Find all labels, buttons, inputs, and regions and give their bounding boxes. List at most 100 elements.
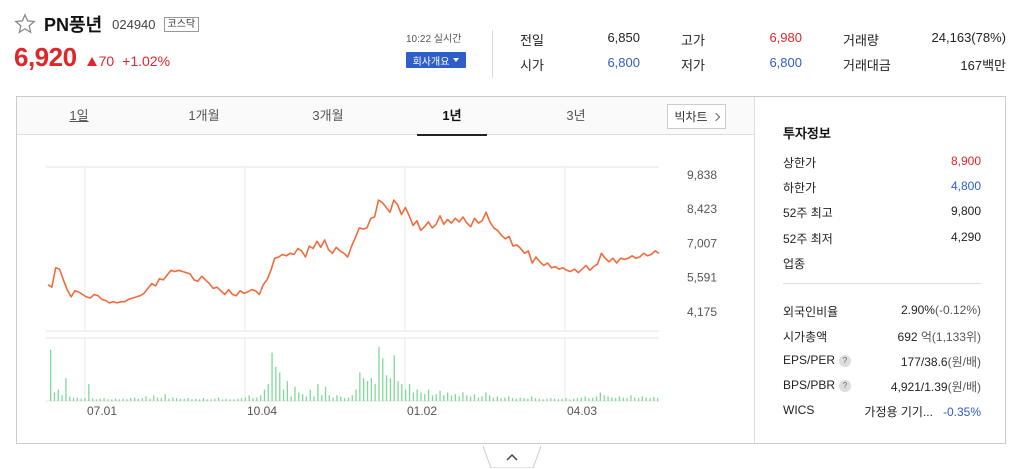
- eps-label-wrap: EPS/PER?: [783, 353, 852, 367]
- volume-bar: [321, 395, 323, 401]
- volume-bar: [240, 398, 243, 401]
- volume-bar: [141, 398, 143, 401]
- open-label: 시가: [520, 58, 544, 73]
- chart-grid: [46, 166, 659, 402]
- price-row: 6,920 70 +1.02%: [14, 42, 170, 73]
- volume-bar: [328, 395, 330, 401]
- volume-bar: [473, 394, 476, 401]
- chart-panel: 1일 1개월 3개월 1년 3년 빅차트 9,838 8,423 7,007 5,59…: [16, 96, 1006, 444]
- volume-bar: [515, 398, 517, 401]
- volume-bar: [233, 399, 235, 401]
- volume-bar: [401, 383, 403, 401]
- mcap-sub: 억(1,133위): [920, 330, 981, 344]
- help-icon[interactable]: ?: [839, 380, 852, 392]
- volume-bar: [565, 398, 567, 401]
- volume-bar: [557, 399, 559, 401]
- price-change-value: 70: [98, 53, 115, 69]
- volume-bar: [657, 398, 659, 401]
- volume-bar: [454, 394, 456, 401]
- volume-bar: [561, 398, 563, 401]
- y-tick-label: 4,175: [687, 305, 717, 319]
- low52-label: 52주 최저: [783, 232, 833, 246]
- volume-bar: [626, 398, 628, 401]
- volume-bar: [504, 397, 506, 401]
- volume-bar: [221, 399, 224, 401]
- volume-bar: [378, 346, 380, 401]
- volume-bar: [80, 398, 82, 401]
- price-line: [47, 199, 660, 304]
- wics-label: WICS: [783, 403, 815, 417]
- volume-bar: [447, 392, 449, 401]
- company-overview-button[interactable]: 회사개요: [406, 52, 466, 68]
- volume-bar: [469, 396, 472, 401]
- x-axis-labels: 07.01 10.04 01.02 04.03: [87, 404, 597, 418]
- volume-bar: [508, 396, 510, 401]
- high52-value: 9,800: [950, 204, 981, 218]
- tab-1m[interactable]: 1개월: [188, 108, 220, 123]
- volume-bar: [359, 372, 361, 401]
- volume-bar: [191, 399, 193, 401]
- volume-bar: [466, 395, 468, 401]
- volume-bar: [340, 396, 342, 401]
- volume-bar: [592, 397, 594, 401]
- upper-limit-row: 상한가 8,900: [783, 154, 981, 170]
- big-chart-label: 빅차트: [674, 110, 708, 124]
- up-arrow-icon: [86, 57, 97, 66]
- volume-bar: [481, 396, 483, 401]
- y-axis-labels: 9,838 8,423 7,007 5,591 4,175: [687, 168, 717, 319]
- help-icon[interactable]: ?: [839, 355, 852, 367]
- volume-bar: [282, 389, 285, 401]
- volume-bar: [622, 397, 624, 401]
- eps-main: 177/38.6: [900, 355, 948, 369]
- big-chart-button[interactable]: 빅차트: [667, 104, 726, 129]
- volume-bar: [405, 389, 407, 401]
- tab-1y[interactable]: 1년: [417, 97, 487, 136]
- volume-bar: [50, 349, 52, 401]
- wics-value[interactable]: 가정용 기기... -0.35%: [864, 403, 981, 420]
- volume-bar: [244, 397, 246, 401]
- high-value: 6,980: [769, 30, 802, 45]
- tab-3m[interactable]: 3개월: [312, 108, 344, 123]
- tab-3y[interactable]: 3년: [566, 108, 586, 123]
- info-title: 투자정보: [783, 126, 831, 141]
- amount-label: 거래대금: [843, 58, 891, 73]
- volume-bar: [630, 395, 632, 401]
- wics-sector[interactable]: 가정용 기기...: [864, 405, 933, 419]
- volume-bar: [137, 398, 140, 401]
- volume-bar: [248, 395, 250, 401]
- price-chart[interactable]: 9,838 8,423 7,007 5,591 4,175 07.01 10.04 01.0…: [17, 135, 754, 443]
- bps-sub: (원/배): [947, 380, 981, 394]
- volume-bar: [130, 398, 132, 401]
- bps-label-wrap: BPS/PBR?: [783, 378, 852, 392]
- volume-bar: [607, 396, 609, 401]
- volume-bar: [584, 396, 586, 401]
- volume-bar: [569, 399, 571, 401]
- collapse-toggle[interactable]: [483, 446, 541, 468]
- volume-bar: [546, 398, 548, 401]
- volume-bar: [611, 397, 613, 401]
- volume-bar: [107, 399, 109, 401]
- volume-bar: [519, 397, 521, 401]
- volume-bar: [645, 397, 647, 401]
- investment-info: 투자정보 상한가 8,900 하한가 4,800 52주 최고 9,800 52…: [754, 97, 1005, 443]
- foreign-main: 2.90%: [900, 303, 935, 317]
- volume-bar: [397, 381, 399, 401]
- volume-bar: [88, 383, 90, 401]
- volume-bar: [649, 398, 651, 401]
- volume-bar: [256, 397, 258, 401]
- volume-bar: [534, 398, 537, 401]
- volume-bar: [615, 398, 617, 401]
- volume-bar: [477, 397, 479, 401]
- volume-bar: [313, 396, 315, 401]
- market-badge: 코스닥: [163, 16, 200, 32]
- upper-limit-value: 8,900: [950, 154, 981, 168]
- volume-bar: [393, 355, 395, 401]
- high52-row: 52주 최고 9,800: [783, 204, 981, 220]
- tab-1d[interactable]: 1일: [69, 108, 89, 123]
- volume-bar: [603, 395, 605, 401]
- volume-bar: [164, 394, 166, 401]
- favorite-star-icon[interactable]: [14, 13, 36, 35]
- company-overview-label: 회사개요: [412, 56, 450, 68]
- volume-bar: [366, 381, 369, 401]
- volume-bar: [99, 398, 101, 401]
